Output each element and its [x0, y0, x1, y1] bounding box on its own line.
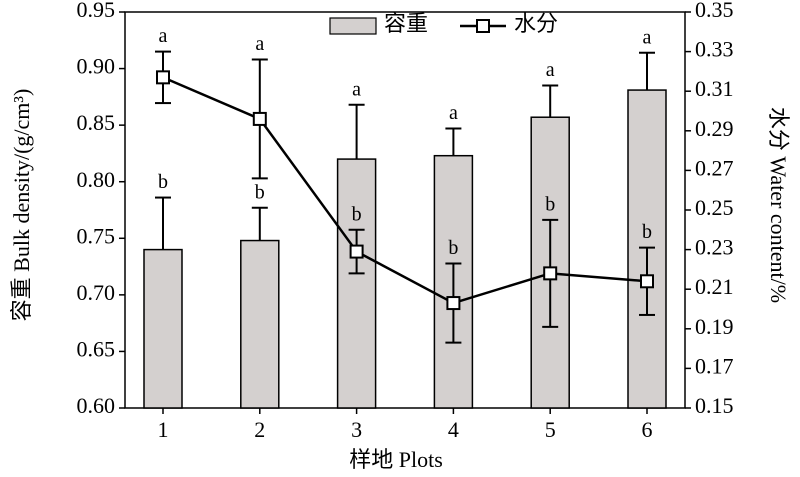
plot-frame	[124, 11, 686, 409]
y-tick-label: 0.75	[77, 223, 116, 248]
significance-letter: a	[546, 59, 555, 81]
significance-letter: a	[643, 26, 652, 48]
significance-letter: b	[448, 237, 458, 259]
significance-letter: a	[255, 33, 264, 55]
marker	[156, 70, 170, 85]
x-tick-label: 1	[158, 417, 169, 442]
marker	[446, 296, 461, 311]
bar	[240, 239, 280, 409]
y-tick-label: 0.70	[77, 280, 116, 305]
y-tick-label: 0.60	[77, 393, 116, 418]
bar	[143, 248, 183, 409]
marker	[640, 274, 654, 289]
legend-label: 容重	[384, 11, 428, 36]
x-tick-label: 6	[642, 417, 653, 442]
significance-letter: b	[352, 203, 362, 225]
significance-letter: b	[545, 193, 555, 215]
y2-tick-label: 0.29	[695, 116, 734, 141]
y-tick-label: 0.65	[77, 336, 116, 361]
y2-tick-label: 0.35	[695, 0, 734, 22]
y-tick-label: 0.85	[77, 110, 116, 135]
significance-letter: a	[159, 25, 168, 47]
y-axis-title: 容重 Bulk density/(g/cm³)	[9, 89, 34, 322]
y-tick-label: 0.95	[77, 0, 116, 22]
y2-tick-label: 0.31	[695, 76, 734, 101]
marker	[543, 266, 558, 281]
y-tick-label: 0.80	[77, 167, 116, 192]
x-tick-label: 3	[351, 417, 362, 442]
y2-tick-label: 0.23	[695, 235, 734, 260]
y2-tick-label: 0.17	[695, 353, 734, 378]
y2-tick-label: 0.15	[695, 393, 734, 418]
significance-letter: b	[642, 221, 652, 243]
legend-label: 水分	[514, 11, 558, 36]
significance-letter: b	[158, 171, 168, 193]
marker	[349, 244, 364, 259]
legend-swatch	[329, 17, 377, 35]
y2-tick-label: 0.19	[695, 314, 734, 339]
legend-marker	[476, 19, 490, 33]
significance-letter: a	[449, 102, 458, 124]
x-axis-title: 样地 Plots	[349, 447, 443, 472]
line	[162, 76, 648, 305]
significance-letter: a	[352, 78, 361, 100]
significance-letter: b	[255, 181, 265, 203]
y2-tick-label: 0.27	[695, 155, 734, 180]
x-tick-label: 4	[448, 417, 459, 442]
y-tick-label: 0.90	[77, 54, 116, 79]
y2-tick-label: 0.25	[695, 195, 734, 220]
y2-axis-title: 水分 Water content/%	[766, 107, 791, 303]
bar	[336, 158, 377, 409]
x-tick-label: 2	[254, 417, 265, 442]
x-tick-label: 5	[545, 417, 556, 442]
y2-tick-label: 0.33	[695, 37, 734, 62]
marker	[252, 111, 267, 126]
y2-tick-label: 0.21	[695, 274, 734, 299]
